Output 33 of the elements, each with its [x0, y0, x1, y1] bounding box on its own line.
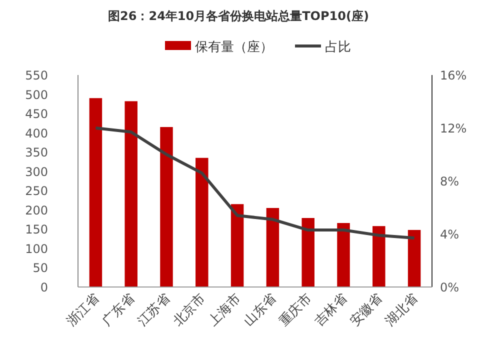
- y2-tick-label: 16%: [440, 68, 467, 82]
- y-tick-label: 400: [25, 126, 48, 140]
- y2-tick-label: 12%: [440, 122, 467, 136]
- y-tick-label: 100: [25, 242, 48, 256]
- y-tick-label: 250: [25, 184, 48, 198]
- y-tick-label: 300: [25, 164, 48, 179]
- bar: [266, 208, 280, 287]
- y-tick-label: 50: [32, 261, 48, 276]
- bar: [302, 218, 314, 287]
- bar: [408, 230, 421, 287]
- chart-title: 图26：24年10月各省份换电站总量TOP10(座): [108, 9, 369, 23]
- line-series: [94, 126, 416, 240]
- y2-tick-label: 4%: [440, 228, 460, 242]
- bar: [196, 158, 208, 287]
- y2-tick-label: 0%: [440, 280, 460, 294]
- y-tick-label: 0: [40, 280, 48, 294]
- x-tick-label: 江苏省: [135, 291, 174, 330]
- bar: [372, 226, 386, 287]
- y-tick-label: 150: [25, 222, 48, 237]
- y-tick-label: 450: [25, 107, 48, 122]
- bar: [337, 223, 350, 287]
- bar: [160, 127, 173, 287]
- y-tick-label: 200: [25, 203, 48, 218]
- legend-label: 占比: [325, 40, 351, 55]
- y2-tick-label: 8%: [440, 174, 460, 188]
- legend-label: 保有量（座）: [195, 39, 273, 55]
- y-tick-label: 550: [25, 68, 48, 82]
- bar: [230, 204, 244, 287]
- x-tick-label: 重庆市: [276, 291, 315, 330]
- bar: [124, 101, 138, 287]
- y-tick-label: 350: [25, 146, 48, 160]
- y-tick-label: 500: [25, 88, 48, 102]
- bar: [89, 98, 102, 287]
